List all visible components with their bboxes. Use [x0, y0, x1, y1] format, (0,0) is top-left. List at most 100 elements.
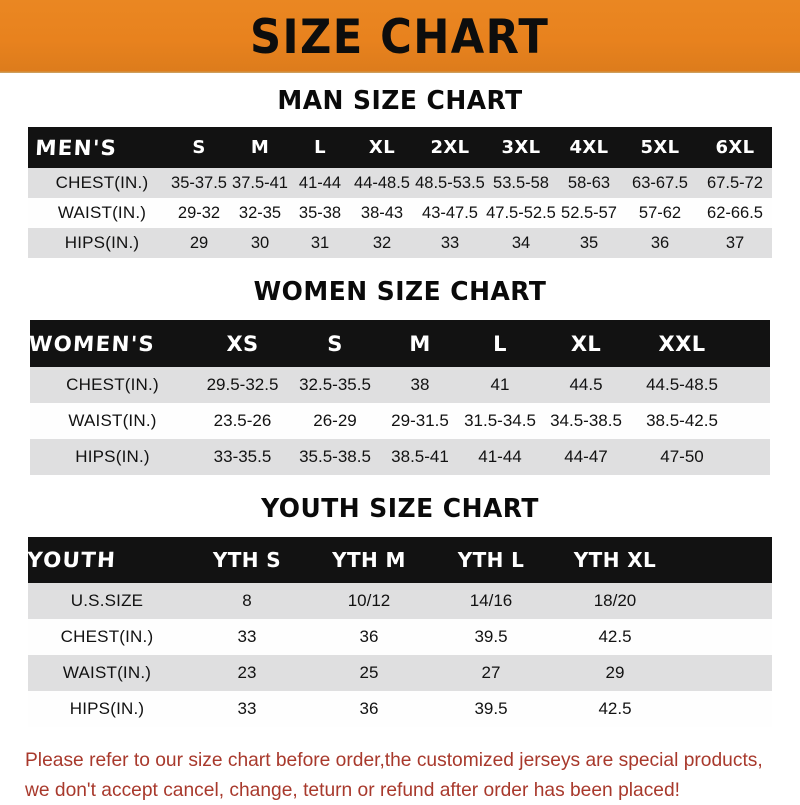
women-section-title: WOMEN SIZE CHART — [253, 277, 547, 307]
youth-col-header-s: YTH S — [212, 548, 282, 572]
youth-header-label: YOUTH — [26, 537, 186, 583]
man-chest-4xl: 58-63 — [567, 173, 611, 192]
man-hips-6xl: 37 — [725, 233, 745, 252]
man-col-header-3xl: 3XL — [501, 137, 541, 158]
women-chest-m: 38 — [410, 375, 430, 394]
women-chest-spacer — [732, 367, 770, 403]
women-row-label-chest: CHEST(IN.) — [66, 375, 159, 394]
youth-hips-xl: 42.5 — [598, 699, 632, 718]
man-chest-5xl: 63-67.5 — [632, 173, 688, 192]
women-chest-xs: 29.5-32.5 — [206, 375, 279, 394]
table-row: HIPS(IN.) 33-35.5 35.5-38.5 38.5-41 41-4… — [30, 439, 770, 475]
man-waist-2xl: 43-47.5 — [422, 203, 478, 222]
youth-ussize-m: 10/12 — [347, 591, 391, 610]
man-waist-m: 32-35 — [238, 203, 282, 222]
youth-ussize-s: 8 — [242, 591, 252, 610]
man-header-label: MEN'S — [28, 127, 168, 168]
women-waist-xl: 34.5-38.5 — [550, 411, 622, 430]
man-section-title: MAN SIZE CHART — [277, 86, 523, 116]
man-col-header-m: M — [250, 137, 270, 158]
women-waist-s: 26-29 — [313, 411, 357, 430]
women-hips-l: 41-44 — [478, 447, 522, 466]
man-waist-s: 29-32 — [177, 203, 221, 222]
return-policy-line-2: we don't accept cancel, change, teturn o… — [25, 779, 681, 802]
man-col-header-s: S — [192, 137, 206, 158]
man-hips-3xl: 34 — [511, 233, 531, 252]
table-row: HIPS(IN.) 29 30 31 32 33 34 35 36 37 — [28, 228, 772, 258]
man-col-header-5xl: 5XL — [640, 137, 680, 158]
youth-table-header-row: YOUTH YTH S YTH M YTH L YTH XL — [26, 537, 772, 583]
women-hips-xl: 44-47 — [564, 447, 608, 466]
table-row: CHEST(IN.) 33 36 39.5 42.5 — [28, 619, 772, 655]
youth-ussize-spacer — [678, 583, 772, 619]
man-waist-4xl: 52.5-57 — [561, 203, 617, 222]
women-header-spacer — [732, 320, 770, 367]
women-header-label-text: WOMEN'S — [28, 331, 156, 356]
women-hips-m: 38.5-41 — [391, 447, 449, 466]
youth-chest-s: 33 — [237, 627, 257, 646]
table-row: CHEST(IN.) 29.5-32.5 32.5-35.5 38 41 44.… — [30, 367, 770, 403]
women-waist-spacer — [732, 403, 770, 439]
youth-hips-l: 39.5 — [474, 699, 508, 718]
man-chest-l: 41-44 — [298, 173, 342, 192]
women-waist-l: 31.5-34.5 — [464, 411, 536, 430]
women-waist-m: 29-31.5 — [391, 411, 449, 430]
man-chest-6xl: 67.5-72 — [707, 173, 763, 192]
women-chest-xxl: 44.5-48.5 — [646, 375, 718, 394]
man-col-header-xl: XL — [368, 137, 396, 158]
women-table-wrapper: WOMEN'S XS S M L XL XXL CHEST(IN.) 29.5-… — [0, 320, 800, 475]
man-row-label-hips: HIPS(IN.) — [64, 233, 140, 252]
table-row: CHEST(IN.) 35-37.5 37.5-41 41-44 44-48.5… — [28, 168, 772, 198]
women-col-header-s: S — [327, 331, 343, 356]
youth-row-label-ussize: U.S.SIZE — [70, 591, 144, 610]
page-title: SIZE CHART — [250, 10, 550, 65]
youth-size-table: YOUTH YTH S YTH M YTH L YTH XL U.S.SIZE … — [26, 537, 772, 727]
man-hips-xl: 32 — [372, 233, 392, 252]
man-chest-xl: 44-48.5 — [354, 173, 410, 192]
youth-waist-xl: 29 — [605, 663, 625, 682]
women-waist-xxl: 38.5-42.5 — [646, 411, 718, 430]
women-chest-xl: 44.5 — [569, 375, 603, 394]
man-size-table: MEN'S S M L XL 2XL 3XL 4XL 5XL 6XL CHEST… — [28, 127, 772, 258]
women-col-header-l: L — [493, 331, 507, 356]
women-hips-spacer — [732, 439, 770, 475]
youth-hips-s: 33 — [237, 699, 257, 718]
man-chest-m: 37.5-41 — [232, 173, 288, 192]
return-policy-note: Please refer to our size chart before or… — [25, 745, 764, 805]
youth-waist-s: 23 — [237, 663, 257, 682]
youth-ussize-l: 14/16 — [469, 591, 513, 610]
women-col-header-xxl: XXL — [658, 331, 706, 356]
youth-header-spacer — [678, 537, 772, 583]
man-waist-5xl: 57-62 — [638, 203, 682, 222]
women-waist-xs: 23.5-26 — [213, 411, 272, 430]
women-row-label-hips: HIPS(IN.) — [75, 447, 150, 466]
women-hips-xxl: 47-50 — [660, 447, 704, 466]
youth-row-label-waist: WAIST(IN.) — [62, 663, 152, 682]
women-size-table: WOMEN'S XS S M L XL XXL CHEST(IN.) 29.5-… — [28, 320, 770, 475]
youth-waist-l: 27 — [481, 663, 501, 682]
man-col-header-4xl: 4XL — [569, 137, 609, 158]
table-row: U.S.SIZE 8 10/12 14/16 18/20 — [28, 583, 772, 619]
women-header-label: WOMEN'S — [28, 320, 195, 367]
women-col-header-xs: XS — [226, 331, 259, 356]
man-chest-s: 35-37.5 — [171, 173, 227, 192]
women-chest-l: 41 — [490, 375, 510, 394]
youth-chest-xl: 42.5 — [598, 627, 632, 646]
man-chest-2xl: 48.5-53.5 — [415, 173, 485, 192]
man-waist-xl: 38-43 — [360, 203, 404, 222]
return-policy-line-1: Please refer to our size chart before or… — [25, 749, 763, 771]
women-col-header-m: M — [409, 331, 431, 356]
man-table-wrapper: MEN'S S M L XL 2XL 3XL 4XL 5XL 6XL CHEST… — [0, 127, 800, 258]
table-row: WAIST(IN.) 29-32 32-35 35-38 38-43 43-47… — [28, 198, 772, 228]
man-col-header-2xl: 2XL — [430, 137, 470, 158]
man-hips-m: 30 — [250, 233, 270, 252]
man-waist-3xl: 47.5-52.5 — [486, 203, 556, 222]
man-row-label-chest: CHEST(IN.) — [55, 173, 149, 192]
man-waist-l: 35-38 — [298, 203, 342, 222]
man-chest-3xl: 53.5-58 — [493, 173, 549, 192]
man-col-header-6xl: 6XL — [715, 137, 755, 158]
youth-col-header-l: YTH L — [457, 548, 525, 572]
women-hips-xs: 33-35.5 — [213, 447, 272, 466]
man-hips-5xl: 36 — [650, 233, 670, 252]
youth-col-header-m: YTH M — [332, 548, 406, 572]
